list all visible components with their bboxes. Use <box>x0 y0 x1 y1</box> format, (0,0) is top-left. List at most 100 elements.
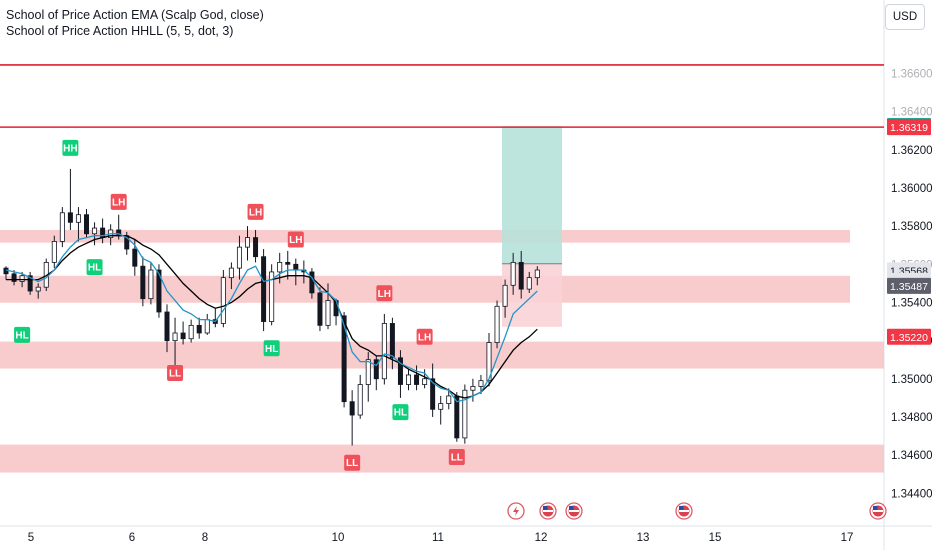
candle-body <box>261 256 267 322</box>
candle <box>325 283 331 330</box>
candle <box>75 207 81 242</box>
swing-label-box <box>62 139 79 156</box>
candle <box>140 256 146 307</box>
candle-body <box>236 246 242 269</box>
swing-label-text: LL <box>169 369 181 380</box>
candle-body <box>172 332 178 342</box>
candle-body <box>325 300 331 326</box>
price-label-box <box>887 277 931 294</box>
candle <box>67 168 73 230</box>
candle <box>462 384 468 444</box>
flag-stripe <box>679 510 689 512</box>
price-tick-label: 1.36600 <box>891 69 932 81</box>
swing-label-ll: LL <box>167 365 184 382</box>
candle <box>534 266 540 286</box>
candle-body <box>502 284 508 307</box>
swing-label-lh: LH <box>416 328 433 345</box>
swing-label-text: HL <box>394 408 407 419</box>
candle <box>220 270 226 328</box>
swing-labels: HH HL HL LH LL LH HL LH LL LH HL LH LL <box>14 139 465 471</box>
candle-body <box>228 267 234 279</box>
candle <box>253 229 259 263</box>
candle-body <box>526 277 532 290</box>
time-tick-label: 13 <box>637 532 650 544</box>
price-label: 1.35220 <box>887 328 931 345</box>
flag-canton <box>679 506 684 510</box>
candle <box>414 365 420 391</box>
time-axis: 5 6 8 10 11 12 13 15 17 <box>28 532 854 544</box>
candle <box>244 226 250 261</box>
candle-body <box>244 237 250 248</box>
candle <box>51 235 57 269</box>
candle-body <box>478 380 484 387</box>
candle <box>349 390 355 446</box>
candle-body <box>365 359 371 385</box>
time-tick-label: 15 <box>709 532 722 544</box>
currency-button[interactable]: USD <box>885 4 925 30</box>
swing-label-text: LH <box>378 289 391 300</box>
price-label-text: 1.36319 <box>890 122 928 134</box>
candle-body <box>148 269 154 300</box>
candle <box>188 319 194 343</box>
candle-body <box>397 357 403 385</box>
candle <box>365 352 371 402</box>
swing-label-lh: LH <box>287 231 304 248</box>
flag-stripe <box>543 510 553 512</box>
candle-body <box>534 269 540 279</box>
legend-ema-study[interactable]: School of Price Action EMA (Scalp God, c… <box>6 8 264 22</box>
candle <box>11 270 17 286</box>
us-flag-icon[interactable] <box>565 502 583 520</box>
candles <box>3 168 540 446</box>
time-tick-label: 12 <box>535 532 548 544</box>
candle-body <box>422 378 428 385</box>
candle-body <box>494 305 500 343</box>
candle-body <box>470 386 476 391</box>
ema-lines <box>5 233 538 403</box>
candle <box>92 222 98 246</box>
price-tick-label: 1.36000 <box>891 183 932 195</box>
swing-label-ll: LL <box>448 449 465 466</box>
swing-label-box <box>448 449 465 466</box>
candle <box>518 250 524 299</box>
lightning-icon[interactable] <box>507 502 525 520</box>
candle <box>502 279 508 318</box>
us-flag-icon[interactable] <box>675 502 693 520</box>
candle-body <box>75 214 81 223</box>
candle <box>470 378 476 402</box>
candle-body <box>293 263 299 271</box>
candle <box>357 374 363 419</box>
swing-label-box <box>392 404 409 421</box>
price-label-box <box>887 119 931 136</box>
price-tick-label: 1.36400 <box>891 107 932 119</box>
position-target-area[interactable] <box>502 126 562 264</box>
ema-fast-line[interactable] <box>5 233 538 403</box>
legend-hhll-study[interactable]: School of Price Action HHLL (5, 5, dot, … <box>6 24 234 38</box>
swing-label-box <box>167 365 184 382</box>
candle-body <box>140 265 146 300</box>
time-tick-label: 17 <box>841 532 854 544</box>
us-flag-icon[interactable] <box>869 502 887 520</box>
price-label: 1.36319 <box>887 119 931 136</box>
chart-legend: School of Price Action EMA (Scalp God, c… <box>6 7 264 39</box>
candle <box>261 249 267 332</box>
swing-label-text: HL <box>88 263 101 274</box>
candle-body <box>309 271 315 294</box>
swing-label-lh: LH <box>247 203 264 220</box>
swing-label-hl: HL <box>86 259 103 276</box>
candle <box>397 350 403 398</box>
candle <box>212 308 218 328</box>
candle <box>422 369 428 389</box>
candle-body <box>196 324 202 334</box>
time-tick-label: 10 <box>332 532 345 544</box>
price-label-text: 1.35487 <box>890 281 928 293</box>
uk-flag-icon[interactable] <box>539 502 557 520</box>
zone-4 <box>0 444 884 473</box>
candle-body <box>357 384 363 416</box>
swing-label-hl: HL <box>392 404 409 421</box>
zone-2 <box>0 275 850 303</box>
candle-body <box>373 359 379 380</box>
swing-label-text: LL <box>451 453 463 464</box>
swing-label-text: LH <box>112 197 125 208</box>
swing-label-ll: LL <box>344 454 361 471</box>
